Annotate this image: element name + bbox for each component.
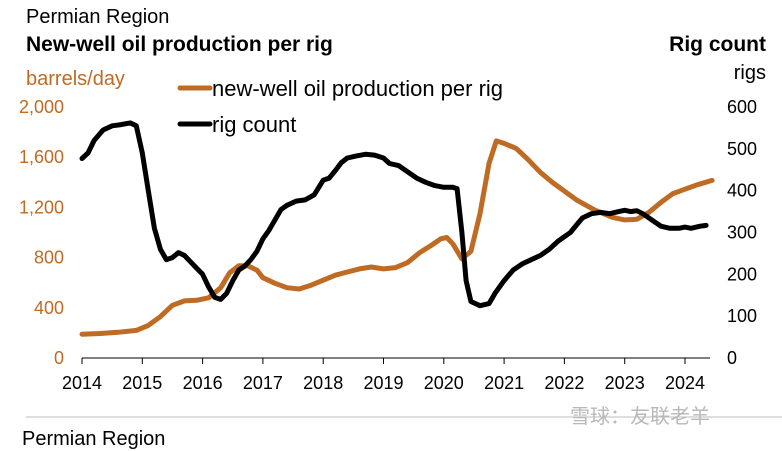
watermark: 雪球：友联老羊 — [570, 406, 710, 428]
y-left-tick-label: 400 — [34, 298, 64, 318]
y-left-tick-label: 1,200 — [19, 197, 64, 217]
production-per-rig-line — [79, 138, 715, 337]
y-right-tick-label: 400 — [727, 181, 757, 201]
right-axis-title: Rig count — [669, 33, 766, 56]
x-tick-label: 2016 — [183, 373, 223, 393]
chart-region-label: Permian Region — [26, 6, 170, 28]
y-right-tick-label: 0 — [727, 348, 737, 368]
footer-region-label: Permian Region — [22, 428, 166, 450]
x-tick-label: 2019 — [363, 373, 403, 393]
y-left-tick-label: 2,000 — [19, 97, 64, 117]
x-tick-label: 2014 — [62, 373, 102, 393]
left-axis-unit: barrels/day — [26, 68, 125, 90]
x-tick-label: 2020 — [424, 373, 464, 393]
x-tick-label: 2017 — [243, 373, 283, 393]
y-left-tick-label: 1,600 — [19, 147, 64, 167]
y-right-tick-label: 500 — [727, 139, 757, 159]
y-right-tick-label: 600 — [727, 97, 757, 117]
x-tick-label: 2023 — [605, 373, 645, 393]
right-axis-unit: rigs — [733, 62, 766, 84]
chart-canvas: 0 400 800 1,200 1,600 2,000 0 100 200 300 400 500 6… — [19, 76, 782, 418]
x-tick-label: 2015 — [122, 373, 162, 393]
y-right-tick-label: 300 — [727, 223, 757, 243]
x-tick-label: 2022 — [544, 373, 584, 393]
legend-label: new-well oil production per rig — [212, 76, 503, 101]
x-tick-label: 2018 — [303, 373, 343, 393]
y-right-tick-label: 100 — [727, 306, 757, 326]
y-left-tick-label: 800 — [34, 248, 64, 268]
y-left-tick-label: 0 — [54, 348, 64, 368]
chart-title: New-well oil production per rig — [26, 33, 333, 56]
rig-count-line — [79, 120, 709, 309]
y-right-tick-label: 200 — [727, 264, 757, 284]
x-tick-label: 2021 — [484, 373, 524, 393]
x-tick-label: 2024 — [665, 373, 705, 393]
legend-label: rig count — [212, 112, 296, 137]
